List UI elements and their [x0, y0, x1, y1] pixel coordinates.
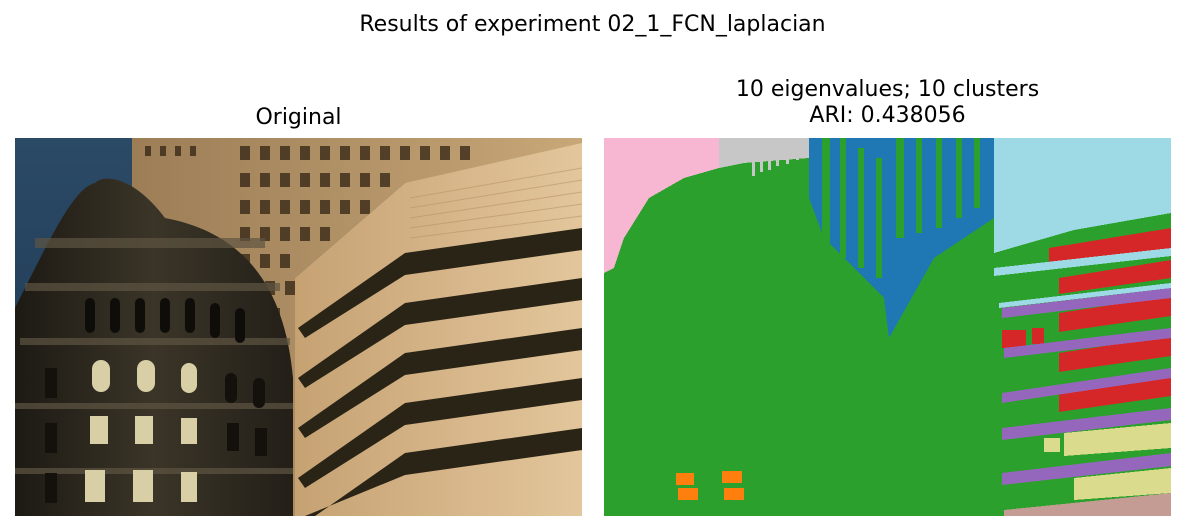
segmentation-title-line2: ARI: 0.438056 [809, 103, 966, 128]
original-panel-title: Original [255, 105, 342, 130]
segmentation-panel-title: 10 eigenvalues; 10 clusters ARI: 0.43805… [604, 77, 1171, 129]
original-image [15, 138, 582, 516]
figure-suptitle: Results of experiment 02_1_FCN_laplacian [359, 12, 826, 37]
segmentation-map [604, 138, 1171, 516]
segmentation-title-line1: 10 eigenvalues; 10 clusters [735, 77, 1040, 102]
